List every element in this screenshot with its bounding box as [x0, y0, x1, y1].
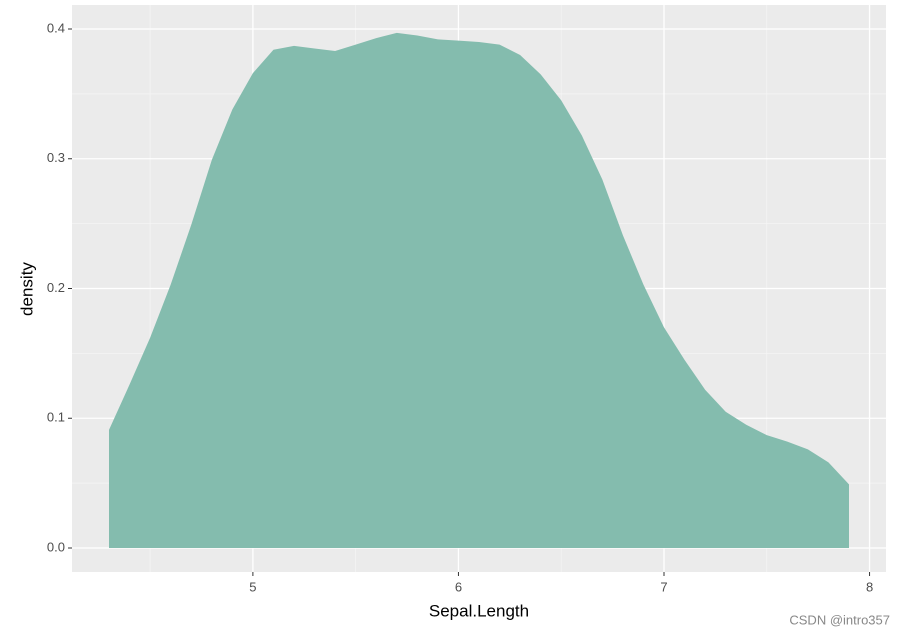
density-area — [109, 32, 849, 548]
x-tick-label: 7 — [660, 579, 667, 594]
y-tick-label: 0.0 — [47, 539, 65, 554]
x-axis-title: Sepal.Length — [429, 601, 529, 620]
y-tick-label: 0.1 — [47, 410, 65, 425]
y-axis-title: density — [17, 262, 36, 316]
x-tick-label: 8 — [866, 579, 873, 594]
x-tick-label: 6 — [455, 579, 462, 594]
y-tick-label: 0.4 — [47, 20, 65, 35]
y-tick-label: 0.2 — [47, 280, 65, 295]
watermark: CSDN @intro357 — [789, 612, 890, 627]
y-tick-label: 0.3 — [47, 150, 65, 165]
x-tick-label: 5 — [249, 579, 256, 594]
